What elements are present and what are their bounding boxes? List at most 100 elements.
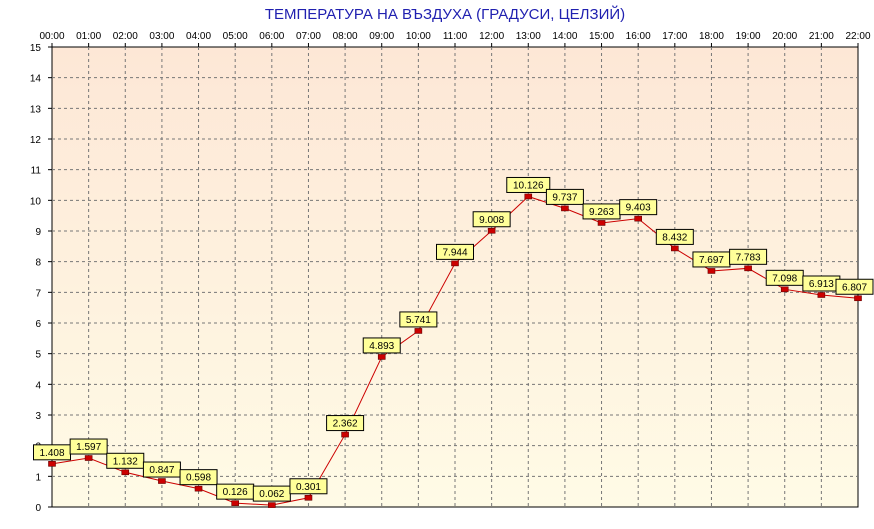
- data-label-box: [835, 278, 874, 295]
- data-point: [194, 485, 203, 492]
- data-label: 7.697: [692, 251, 731, 268]
- data-label-text: 1.597: [76, 442, 101, 453]
- data-point: [304, 494, 313, 501]
- y-tick-label: 3: [35, 411, 41, 422]
- data-label-box: [729, 248, 768, 265]
- data-point: [48, 461, 56, 467]
- x-tick-label: 01:00: [76, 31, 101, 42]
- x-tick-label: 20:00: [772, 31, 797, 42]
- y-tick-label: 7: [35, 288, 41, 299]
- data-label-text: 10.126: [513, 180, 544, 191]
- data-point: [854, 295, 862, 302]
- y-tick-label: 6: [35, 319, 41, 330]
- data-label-box: [289, 478, 328, 495]
- data-label-text: 0.301: [296, 482, 321, 493]
- x-tick-label: 15:00: [589, 31, 614, 42]
- data-point: [377, 354, 386, 360]
- data-label-text: 2.362: [333, 419, 358, 430]
- x-tick-label: 02:00: [113, 31, 138, 42]
- x-tick-label: 10:00: [406, 31, 431, 42]
- data-label: 10.126: [506, 176, 551, 193]
- data-label-text: 9.008: [479, 215, 504, 226]
- data-label: 8.432: [655, 228, 694, 245]
- data-label: 4.893: [362, 337, 401, 354]
- chart-title: ТЕМПЕРАТУРА НА ВЪЗДУХА (ГРАДУСИ, ЦЕЛЗИЙ): [265, 5, 625, 23]
- data-label-box: [436, 243, 474, 260]
- y-tick-label: 8: [35, 258, 41, 269]
- x-tick-label: 05:00: [223, 31, 248, 42]
- data-label: 7.098: [765, 269, 804, 286]
- y-tick-label: 13: [30, 104, 42, 115]
- data-point: [268, 502, 276, 508]
- data-label-box: [362, 337, 401, 354]
- data-labels: 1.408 1.597 1.132 0.847 0.598 0.126 0.062 0.301…: [33, 176, 874, 502]
- data-label: 0.847: [142, 461, 181, 478]
- data-label-text: 7.944: [442, 247, 467, 258]
- data-label-text: 9.263: [589, 207, 614, 218]
- data-point: [158, 478, 166, 484]
- data-label-box: [326, 415, 365, 432]
- data-label-box: [506, 176, 551, 193]
- data-label-box: [69, 438, 108, 455]
- y-tick-label: 12: [30, 135, 42, 146]
- data-label-text: 8.432: [662, 232, 687, 243]
- data-label-text: 1.408: [39, 448, 64, 459]
- data-label: 7.944: [436, 243, 474, 260]
- x-tick-label: 14:00: [552, 31, 577, 42]
- data-label-text: 6.913: [809, 279, 834, 290]
- data-label-text: 6.807: [842, 282, 867, 293]
- data-label-text: 4.893: [369, 341, 394, 352]
- data-label: 9.737: [545, 188, 584, 205]
- data-label-box: [655, 228, 694, 245]
- data-label-box: [472, 211, 511, 228]
- x-tick-label: 04:00: [186, 31, 211, 42]
- x-tick-label: 18:00: [699, 31, 724, 42]
- data-point: [780, 286, 789, 293]
- x-tick-label: 07:00: [296, 31, 321, 42]
- x-tick-label: 12:00: [479, 31, 504, 42]
- x-tick-label: 17:00: [662, 31, 687, 42]
- data-point: [451, 260, 459, 267]
- y-tick-label: 10: [30, 196, 42, 207]
- data-label: 5.741: [399, 311, 438, 328]
- y-tick-label: 14: [30, 74, 42, 85]
- data-label: 2.362: [326, 415, 365, 432]
- data-point: [487, 227, 496, 234]
- data-label: 1.132: [106, 452, 145, 469]
- x-tick-label: 09:00: [369, 31, 394, 42]
- y-tick-label: 11: [31, 166, 42, 177]
- data-label: 0.301: [289, 478, 328, 495]
- x-tick-label: 16:00: [626, 31, 651, 42]
- data-label-box: [619, 199, 658, 216]
- data-label-text: 0.062: [259, 489, 284, 500]
- x-tick-label: 00:00: [39, 31, 64, 42]
- y-axis-ticks: 0123456789101112131415: [30, 43, 52, 514]
- y-tick-label: 9: [35, 227, 41, 238]
- data-label-text: 7.697: [699, 255, 724, 266]
- data-label: 0.126: [216, 483, 255, 500]
- y-tick-label: 4: [35, 380, 41, 391]
- data-label: 0.062: [252, 485, 291, 502]
- data-point: [707, 268, 716, 274]
- data-label: 6.807: [835, 278, 874, 295]
- data-point: [524, 193, 533, 200]
- data-label: 9.263: [582, 203, 621, 220]
- data-label-text: 0.598: [186, 473, 211, 484]
- data-label-text: 0.847: [149, 465, 174, 476]
- data-label: 6.913: [802, 275, 841, 292]
- data-label-box: [106, 452, 145, 469]
- x-tick-label: 06:00: [259, 31, 284, 42]
- data-label-text: 1.132: [113, 456, 138, 467]
- data-label-box: [545, 188, 584, 205]
- data-label: 7.783: [729, 248, 768, 265]
- x-tick-label: 13:00: [516, 31, 541, 42]
- data-label-box: [179, 469, 218, 486]
- data-point: [121, 469, 130, 476]
- data-point: [744, 265, 752, 272]
- data-label: 9.008: [472, 211, 511, 228]
- y-tick-label: 15: [30, 43, 42, 54]
- data-point: [84, 455, 93, 461]
- data-label: 1.597: [69, 438, 108, 455]
